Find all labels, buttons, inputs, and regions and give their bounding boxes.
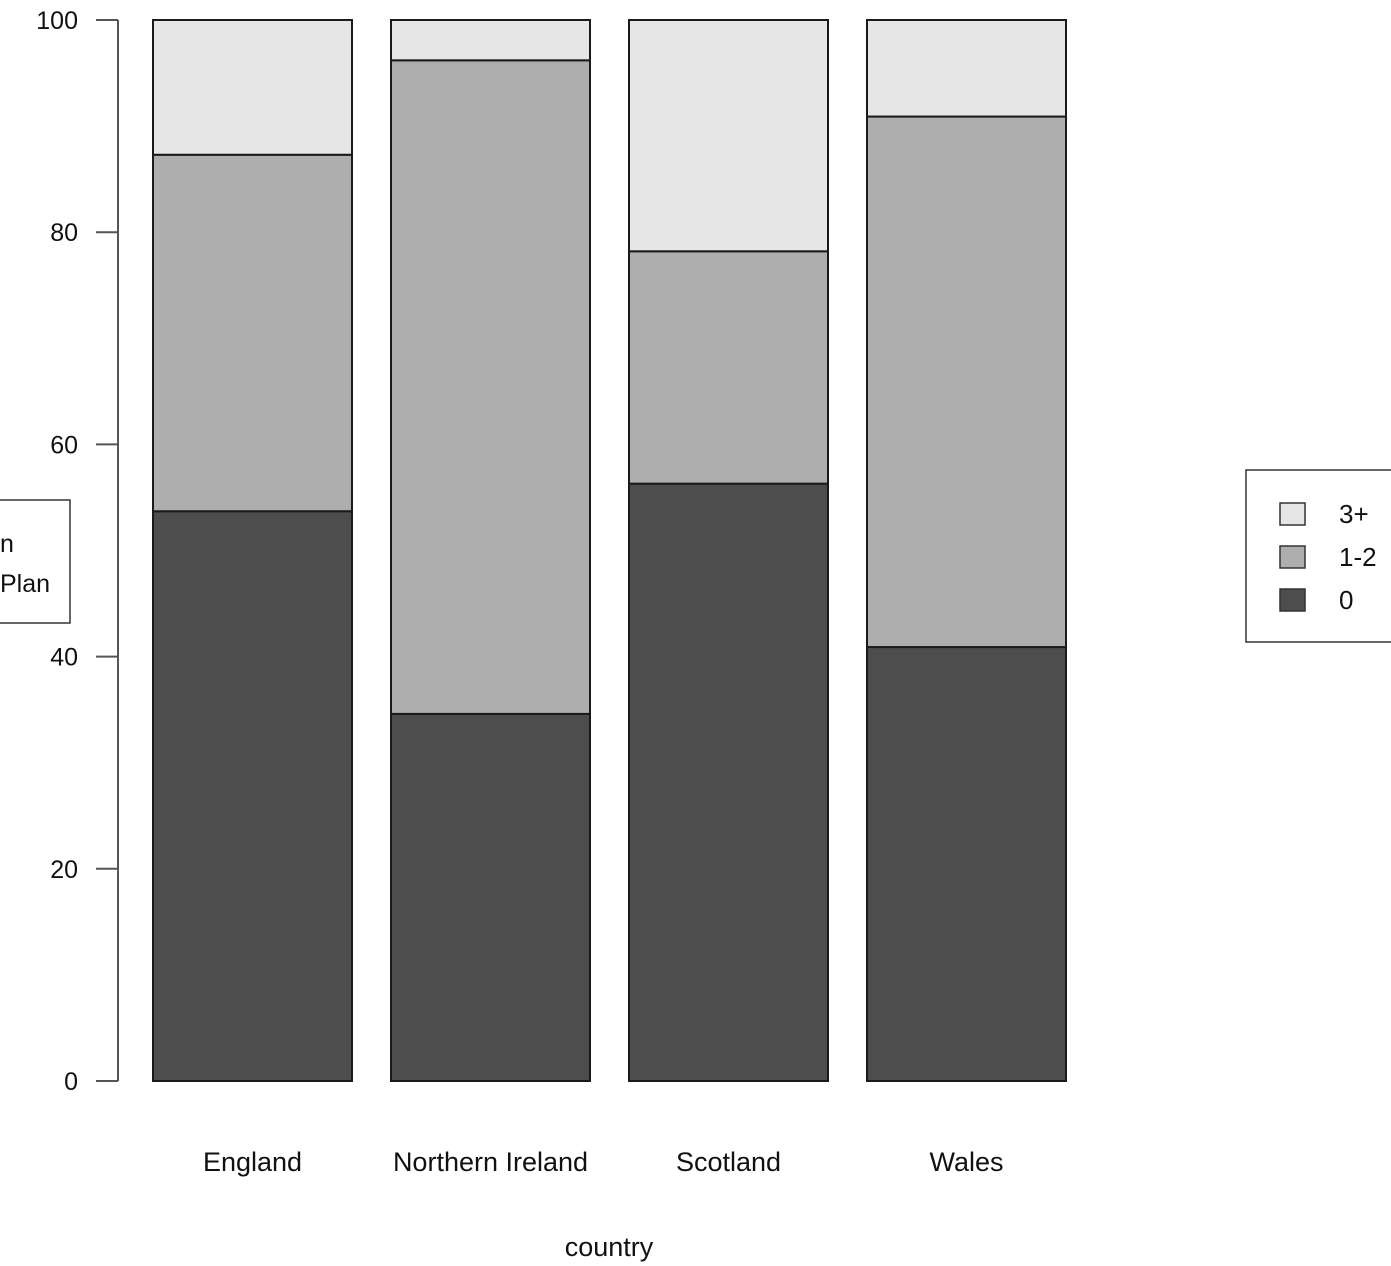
x-axis-labels: England Northern Ireland Scotland Wales bbox=[203, 1147, 1004, 1177]
y-axis: 0 20 40 60 80 100 bbox=[36, 7, 119, 1096]
y-tick-label-60: 60 bbox=[50, 431, 78, 459]
bar-england-3 bbox=[152, 19, 353, 156]
x-tick-label-scotland: Scotland bbox=[676, 1147, 781, 1177]
bar-wales-1-2 bbox=[866, 115, 1067, 649]
bar-scotland-0 bbox=[628, 482, 829, 1083]
y-tick-label-100: 100 bbox=[36, 7, 78, 35]
y-tick-label-40: 40 bbox=[50, 644, 78, 672]
bar-england-0 bbox=[152, 510, 353, 1083]
bar-england-1-2 bbox=[152, 153, 353, 513]
legend-frame bbox=[1245, 469, 1391, 643]
x-tick-label-england: England bbox=[203, 1147, 302, 1177]
x-tick-label-northern-ireland: Northern Ireland bbox=[393, 1147, 588, 1177]
y-tick-label-80: 80 bbox=[50, 219, 78, 247]
bar-wales-3 bbox=[866, 19, 1067, 118]
y-tick-label-20: 20 bbox=[50, 856, 78, 884]
legend-swatch-1-2 bbox=[1279, 545, 1306, 569]
bar-scotland-3 bbox=[628, 19, 829, 253]
legend: 3+ 1-2 0 bbox=[1245, 469, 1391, 643]
bar-northern-ireland-3 bbox=[390, 19, 591, 62]
bar-northern-ireland-0 bbox=[390, 712, 591, 1082]
clipped-legend-box: n Plan bbox=[0, 499, 71, 624]
y-tick-label-0: 0 bbox=[64, 1068, 78, 1096]
legend-swatch-0 bbox=[1279, 588, 1306, 612]
clipped-legend-text-2: Plan bbox=[0, 570, 50, 598]
x-tick-label-wales: Wales bbox=[929, 1147, 1003, 1177]
legend-label-0: 0 bbox=[1339, 585, 1353, 615]
clipped-legend-text-1: n bbox=[0, 530, 14, 558]
bar-scotland-1-2 bbox=[628, 250, 829, 485]
legend-label-1-2: 1-2 bbox=[1339, 542, 1377, 572]
clipped-legend-frame bbox=[0, 499, 71, 624]
x-axis-title: country bbox=[565, 1232, 654, 1262]
legend-swatch-3 bbox=[1279, 502, 1306, 526]
bar-wales-0 bbox=[866, 646, 1067, 1083]
bars bbox=[152, 19, 1067, 1083]
legend-label-3: 3+ bbox=[1339, 499, 1369, 529]
bar-northern-ireland-1-2 bbox=[390, 59, 591, 715]
